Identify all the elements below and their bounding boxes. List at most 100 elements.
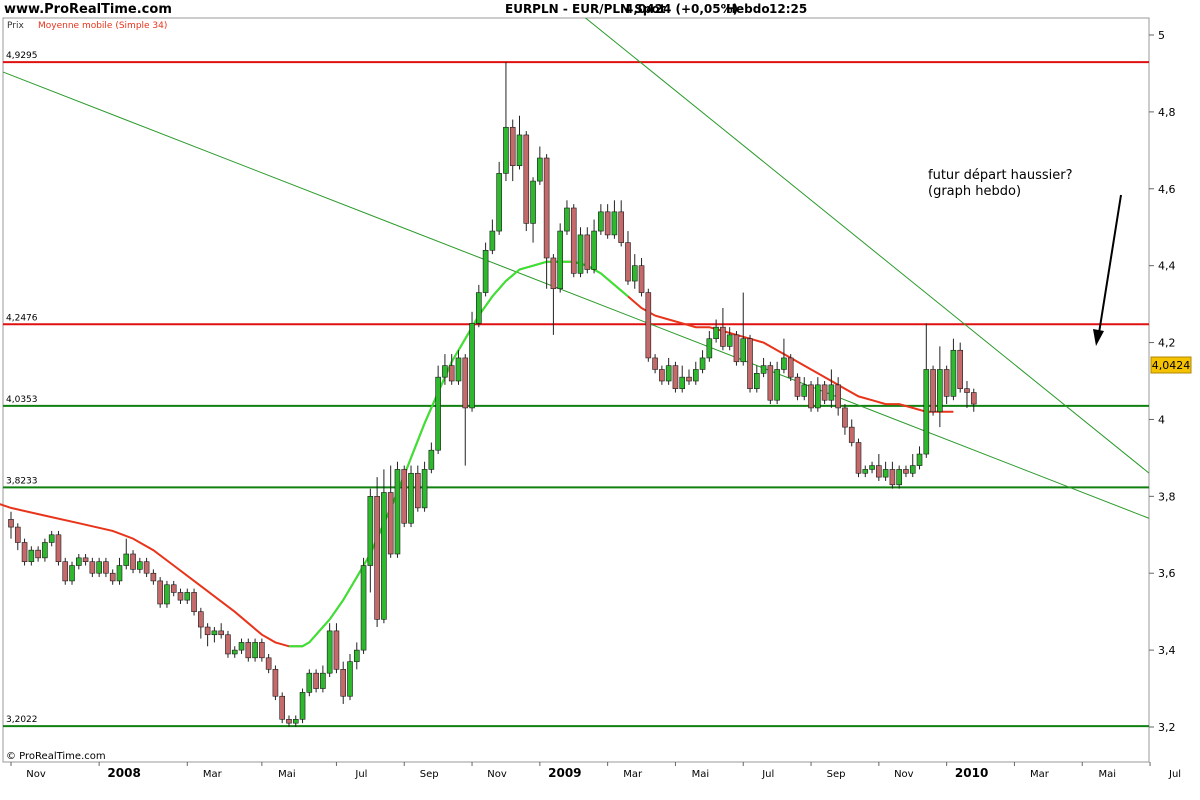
candle [414, 465, 421, 512]
plot-area [2, 17, 1150, 763]
candle [706, 331, 713, 362]
candle-body [218, 630, 224, 636]
candle-body [760, 365, 767, 374]
candle-body [252, 642, 258, 659]
candle-body [69, 565, 75, 582]
candle [428, 442, 435, 474]
candle-body [577, 234, 584, 274]
candle-body [679, 376, 686, 389]
candle-body [191, 592, 197, 612]
candle-body [8, 519, 14, 528]
candle-body [374, 496, 380, 620]
y-tick-label: 4,8 [1158, 106, 1176, 119]
candle [665, 357, 672, 385]
candle-body [299, 692, 306, 720]
candle [577, 227, 584, 278]
candle-body [313, 672, 319, 689]
x-tick-label: Mai [692, 769, 710, 780]
candle [130, 550, 136, 574]
candle-body [137, 561, 143, 570]
indicator-legend[interactable]: Moyenne mobile (Simple 34) [38, 21, 167, 31]
x-tick-label: Mar [203, 769, 223, 780]
candle [618, 200, 625, 247]
candle [503, 61, 509, 182]
timeframe[interactable]: Hebdo [726, 2, 770, 16]
candle [347, 653, 353, 701]
candle-body [720, 326, 726, 347]
candle [137, 557, 143, 574]
candle [950, 338, 957, 401]
candle [496, 161, 502, 235]
candle-body [598, 211, 604, 232]
candle-body [455, 357, 462, 382]
candle [340, 661, 347, 704]
candle-body [123, 553, 130, 566]
clock-time: 12:25 [769, 2, 808, 16]
candle-body [550, 257, 557, 290]
candle [530, 177, 536, 243]
candle-body [835, 384, 841, 409]
candle-body [96, 561, 102, 574]
candle-body [89, 561, 96, 574]
candle-body [855, 442, 862, 474]
site-name[interactable]: www.ProRealTime.com [4, 2, 172, 17]
candle-body [164, 584, 170, 605]
annotation-arrow [1093, 194, 1122, 346]
y-tick-label: 4,4 [1158, 260, 1176, 273]
candle [652, 354, 658, 374]
candle-body [184, 592, 191, 601]
candle [821, 381, 828, 405]
x-tick-label: Nov [487, 769, 507, 780]
candle [55, 530, 62, 566]
candle [747, 334, 753, 393]
candle [28, 546, 35, 566]
candle [387, 465, 394, 558]
candle-body [686, 376, 692, 382]
x-tick-label: Mai [1098, 769, 1116, 780]
candle-body [543, 157, 550, 259]
candle [292, 715, 299, 727]
candle [740, 292, 747, 366]
level-label: 3,2022 [6, 715, 38, 725]
candle-body [245, 642, 252, 659]
horizontal-levels[interactable]: 4,9295 4,2476 4,0353 3,8233 3,2022 [3, 51, 1149, 728]
trendline[interactable] [0, 62, 1200, 543]
candle [82, 554, 89, 566]
candle-body [116, 565, 123, 582]
candle [781, 338, 787, 374]
candle-body [645, 292, 652, 359]
x-tick-label: Mar [623, 769, 643, 780]
candle [842, 404, 848, 435]
candle [313, 669, 319, 693]
candle [177, 588, 184, 604]
level-label: 4,0353 [6, 395, 38, 405]
candle-body [869, 465, 875, 470]
candle [970, 388, 977, 412]
candle-body [909, 465, 916, 474]
time-axis[interactable]: Nov 2008 Mar Mai Jul Sep Nov 2009 Mar Mai Jul Sep No… [10, 762, 1181, 780]
candle [570, 204, 577, 278]
candle-body [753, 373, 760, 389]
candle [204, 623, 211, 647]
candle-body [157, 580, 163, 605]
candle [591, 219, 597, 274]
candle-body [618, 211, 625, 243]
last-price-value: 4,0424 [1152, 359, 1191, 372]
candle [109, 569, 116, 585]
trendline[interactable] [492, 0, 1200, 523]
candle-body [665, 365, 672, 382]
copyright: © ProRealTime.com [6, 751, 106, 762]
candle-body [950, 349, 957, 397]
candle [726, 327, 733, 351]
level-label: 4,2476 [6, 313, 38, 323]
candle-body [238, 642, 245, 651]
trendlines[interactable] [0, 0, 1200, 542]
candle [767, 361, 774, 405]
price-axis[interactable]: 5 4,8 4,6 4,4 4,2 4 3,8 3,6 3,4 3,2 [1149, 29, 1176, 734]
candle-body [28, 549, 35, 562]
candle-body [292, 719, 299, 724]
candle-body [211, 630, 218, 636]
x-tick-label: Jul [354, 769, 367, 780]
candle-body [842, 407, 848, 428]
